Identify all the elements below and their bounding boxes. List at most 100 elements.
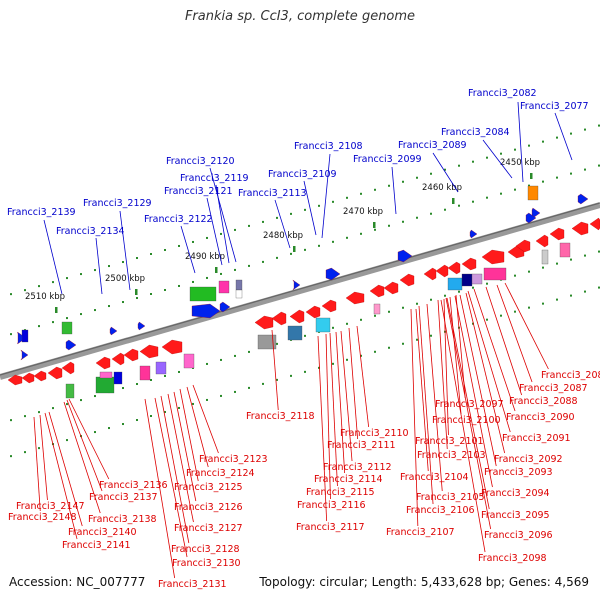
tick-track-lower-inner: [248, 386, 250, 389]
kbp-major-tick: [55, 307, 58, 313]
accession-text: Accession: NC_007777: [9, 575, 146, 589]
tick-track-lower-inner: [416, 338, 418, 341]
leader-line: [160, 395, 190, 544]
tick-track-lower-outer: [122, 387, 124, 390]
tick-track-upper-outer: [556, 136, 558, 139]
leader-line: [465, 292, 506, 454]
tick-track-lower-outer: [458, 290, 460, 293]
tick-track-upper-outer: [66, 277, 68, 280]
lower-gene-label: Francci3_2125: [174, 482, 243, 493]
lower-gene-label: Francci3_2097: [435, 399, 504, 410]
kbp-major-tick: [135, 289, 138, 295]
tick-track-upper-outer: [374, 188, 376, 191]
tick-track-upper-inner: [346, 236, 348, 239]
tick-track-upper-inner: [276, 256, 278, 259]
gene-arrow-plus: [191, 303, 221, 319]
lower-gene-label: Francci3_2093: [484, 467, 553, 478]
lower-gene-label: Francci3_2130: [172, 558, 241, 569]
tick-track-upper-outer: [24, 289, 26, 292]
tick-track-upper-inner: [416, 216, 418, 219]
tick-track-upper-outer: [192, 240, 194, 243]
lower-gene-label: Francci3_2104: [400, 472, 469, 483]
tick-track-lower-outer: [402, 306, 404, 309]
leader-line: [186, 386, 209, 468]
tick-track-lower-outer: [38, 411, 40, 414]
tick-track-lower-inner: [150, 415, 152, 417]
gene-arrow-minus: [549, 227, 565, 241]
kbp-tick-label: 2470 kbp: [343, 207, 383, 217]
leader-line: [274, 199, 291, 249]
tick-track-upper-outer: [122, 261, 124, 264]
tick-track-upper-outer: [458, 164, 460, 167]
tick-track-lower-outer: [360, 318, 362, 321]
gene-arrow-minus: [21, 372, 35, 384]
tick-track-lower-inner: [500, 314, 502, 317]
tick-track-upper-outer: [220, 232, 222, 235]
tick-track-lower-outer: [598, 250, 600, 253]
cog-box: [235, 289, 243, 299]
gene-arrow-plus: [469, 229, 478, 239]
gene-arrow-plus: [109, 326, 118, 336]
lower-gene-label: Francci3_2106: [406, 505, 475, 516]
tick-track-upper-inner: [164, 288, 166, 291]
tick-track-upper-outer: [52, 281, 54, 284]
kbp-major-tick: [215, 267, 218, 273]
tick-track-lower-inner: [38, 447, 40, 450]
tick-track-upper-inner: [332, 240, 334, 243]
leader-line: [482, 139, 513, 179]
tick-track-upper-outer: [584, 128, 586, 131]
lower-gene-label: Francci3_2096: [484, 530, 553, 541]
tick-track-upper-inner: [262, 260, 264, 263]
leader-line: [206, 197, 223, 266]
tick-track-upper-inner: [584, 168, 586, 171]
kbp-major-tick: [293, 246, 296, 252]
gene-arrow-minus: [589, 217, 600, 231]
tick-track-lower-outer: [10, 419, 12, 422]
tick-track-upper-inner: [206, 276, 208, 279]
gene-arrow-minus: [305, 305, 321, 319]
tick-track-upper-outer: [542, 140, 544, 143]
tick-track-lower-outer: [556, 262, 558, 265]
tick-track-upper-inner: [80, 313, 82, 316]
leader-line: [180, 225, 196, 274]
gene-arrow-minus: [33, 370, 47, 382]
leader-line: [418, 305, 434, 505]
lower-gene-label: Francci3_2103: [417, 450, 486, 461]
gene-arrow-minus: [47, 366, 63, 380]
tick-track-lower-inner: [570, 294, 572, 297]
tick-track-lower-outer: [150, 379, 152, 381]
tick-track-lower-inner: [94, 431, 96, 434]
upper-gene-label: Francci3_2113: [238, 188, 307, 199]
lower-gene-label: Francci3_2111: [327, 440, 396, 451]
tick-track-upper-outer: [486, 156, 488, 159]
tick-track-upper-inner: [430, 212, 432, 215]
tick-track-lower-inner: [164, 410, 166, 413]
tick-track-lower-outer: [374, 314, 376, 317]
leader-line: [454, 295, 493, 488]
tick-track-upper-outer: [276, 216, 278, 219]
upper-gene-label: Francci3_2109: [268, 169, 337, 180]
kbp-tick-label: 2460 kbp: [422, 183, 462, 193]
lower-gene-label: Francci3_2138: [88, 514, 157, 525]
lower-gene-label: Francci3_2124: [186, 468, 255, 479]
gene-arrow-plus: [397, 249, 413, 263]
tick-track-upper-inner: [122, 301, 124, 304]
lower-gene-label: Francci3_2147: [16, 501, 85, 512]
tick-track-lower-inner: [262, 382, 264, 385]
gene-arrow-minus: [254, 315, 274, 330]
cog-box: [315, 317, 331, 333]
lower-gene-label: Francci3_2098: [478, 553, 547, 564]
tick-track-upper-inner: [192, 280, 194, 283]
tick-track-lower-inner: [122, 423, 124, 426]
tick-track-lower-inner: [486, 318, 488, 321]
tick-track-upper-inner: [402, 220, 404, 223]
leader-line: [33, 416, 41, 512]
cog-box: [287, 325, 303, 341]
tick-track-lower-outer: [276, 342, 278, 345]
upper-gene-label: Francci3_2139: [7, 207, 76, 218]
tick-track-lower-inner: [24, 451, 26, 454]
cog-box: [139, 365, 151, 381]
lower-gene-label: Francci3_2117: [296, 522, 365, 533]
gene-arrow-plus: [525, 212, 537, 224]
tick-track-upper-outer: [318, 204, 320, 207]
